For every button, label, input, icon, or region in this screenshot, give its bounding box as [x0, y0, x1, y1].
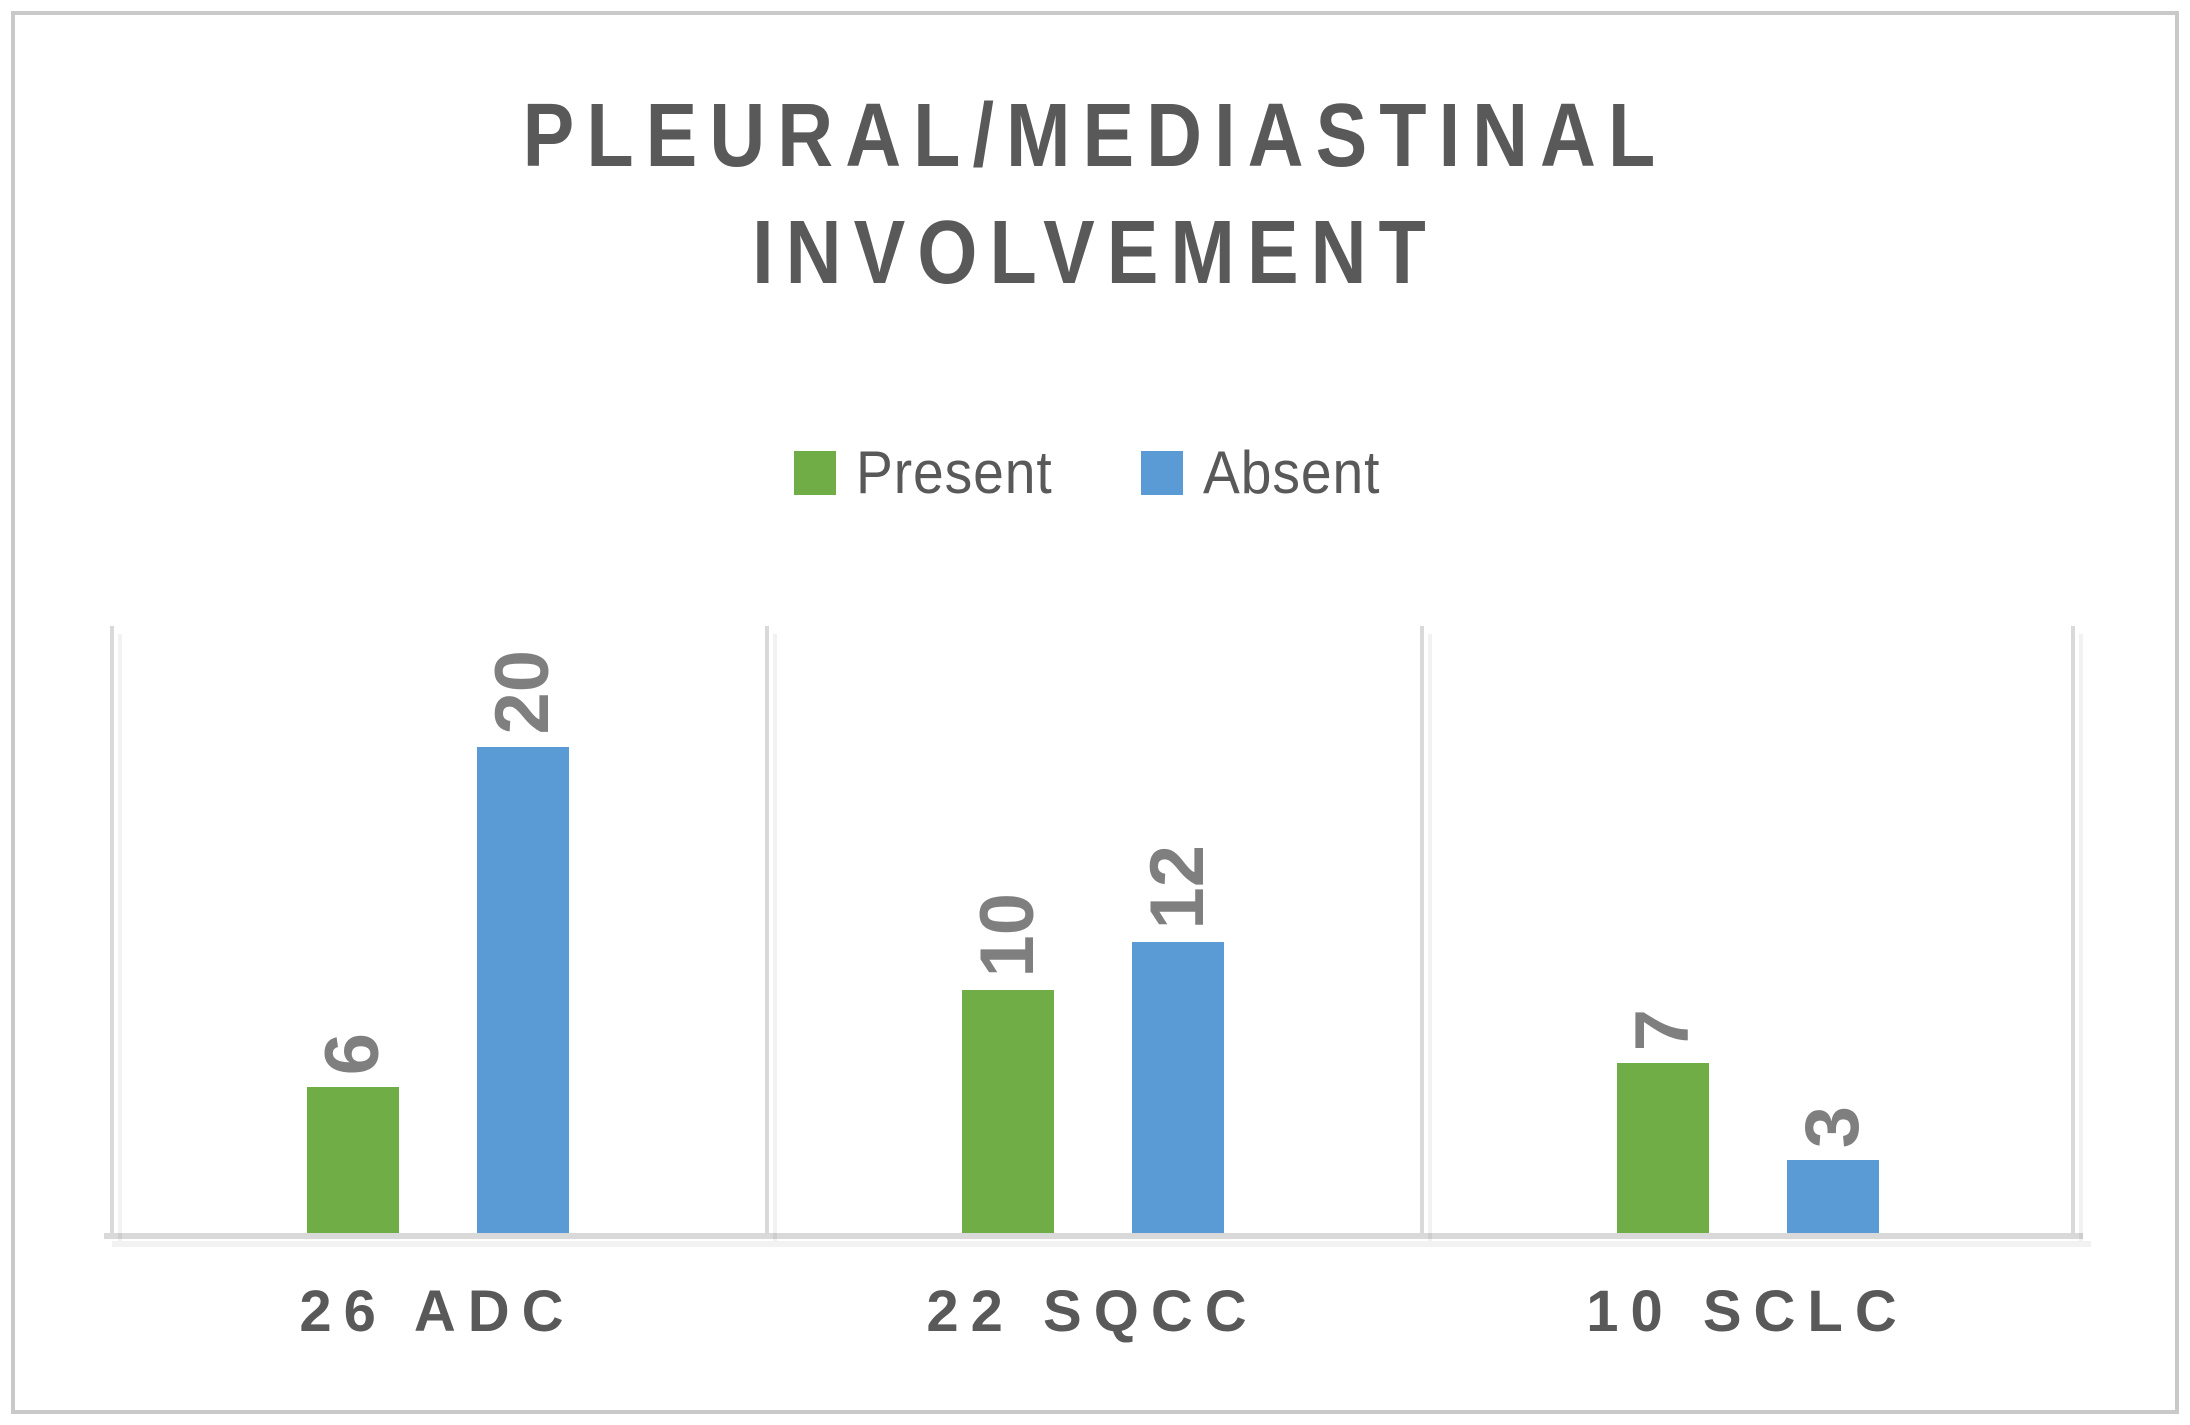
bar-absent-26-adc	[477, 747, 569, 1233]
category-label-sclc: 10 SCLC	[1586, 1279, 1909, 1344]
blue-square-icon	[1141, 450, 1184, 495]
legend-item-present: Present	[793, 438, 1070, 507]
green-square-icon	[793, 450, 836, 495]
category-label-sqcc: 22 SQCC	[926, 1279, 1259, 1344]
bar-slot-absent-10-sclc: 3	[1787, 626, 1879, 1233]
plot-area: 6 10 7 20 12 3	[104, 626, 2083, 1239]
bar-present-26-adc	[307, 1087, 399, 1233]
vertical-gridline-3	[2071, 626, 2075, 1233]
legend-label-present: Present	[855, 439, 1053, 506]
bar-absent-22-sqcc	[1132, 942, 1224, 1233]
data-label-absent-26-adc: 20	[480, 650, 565, 735]
legend-label-absent: Absent	[1203, 439, 1381, 506]
data-label-present-10-sclc: 7	[1620, 1008, 1705, 1051]
category-axis: 26 ADC 22 SQCC 10 SCLC	[110, 1278, 2075, 1345]
bar-slot-absent-22-sqcc: 12	[1132, 626, 1224, 1233]
vertical-gridline-0	[110, 626, 114, 1233]
category-label-adc: 26 ADC	[299, 1279, 576, 1344]
x-axis-line	[104, 1233, 2083, 1239]
vertical-gridline-1	[765, 626, 769, 1233]
data-label-absent-22-sqcc: 12	[1135, 845, 1220, 930]
bar-slot-absent-26-adc: 20	[477, 626, 569, 1233]
data-label-absent-10-sclc: 3	[1790, 1105, 1875, 1148]
bar-present-22-sqcc	[962, 990, 1054, 1233]
chart-title: PLEURAL/MEDIASTINAL INVOLVEMENT	[153, 78, 2036, 312]
data-label-present-22-sqcc: 10	[965, 893, 1050, 978]
bar-slot-present-22-sqcc: 10	[962, 626, 1054, 1233]
chart-title-line-2: INVOLVEMENT	[752, 203, 1438, 303]
vertical-gridline-2	[1420, 626, 1424, 1233]
bar-absent-10-sclc	[1787, 1160, 1879, 1233]
legend-item-absent: Absent	[1141, 438, 1396, 507]
data-label-present-26-adc: 6	[310, 1032, 395, 1075]
legend: Present Absent	[0, 438, 2190, 507]
bar-slot-present-10-sclc: 7	[1617, 626, 1709, 1233]
chart-title-line-1: PLEURAL/MEDIASTINAL	[522, 86, 1668, 186]
bar-present-10-sclc	[1617, 1063, 1709, 1233]
bar-slot-present-26-adc: 6	[307, 626, 399, 1233]
